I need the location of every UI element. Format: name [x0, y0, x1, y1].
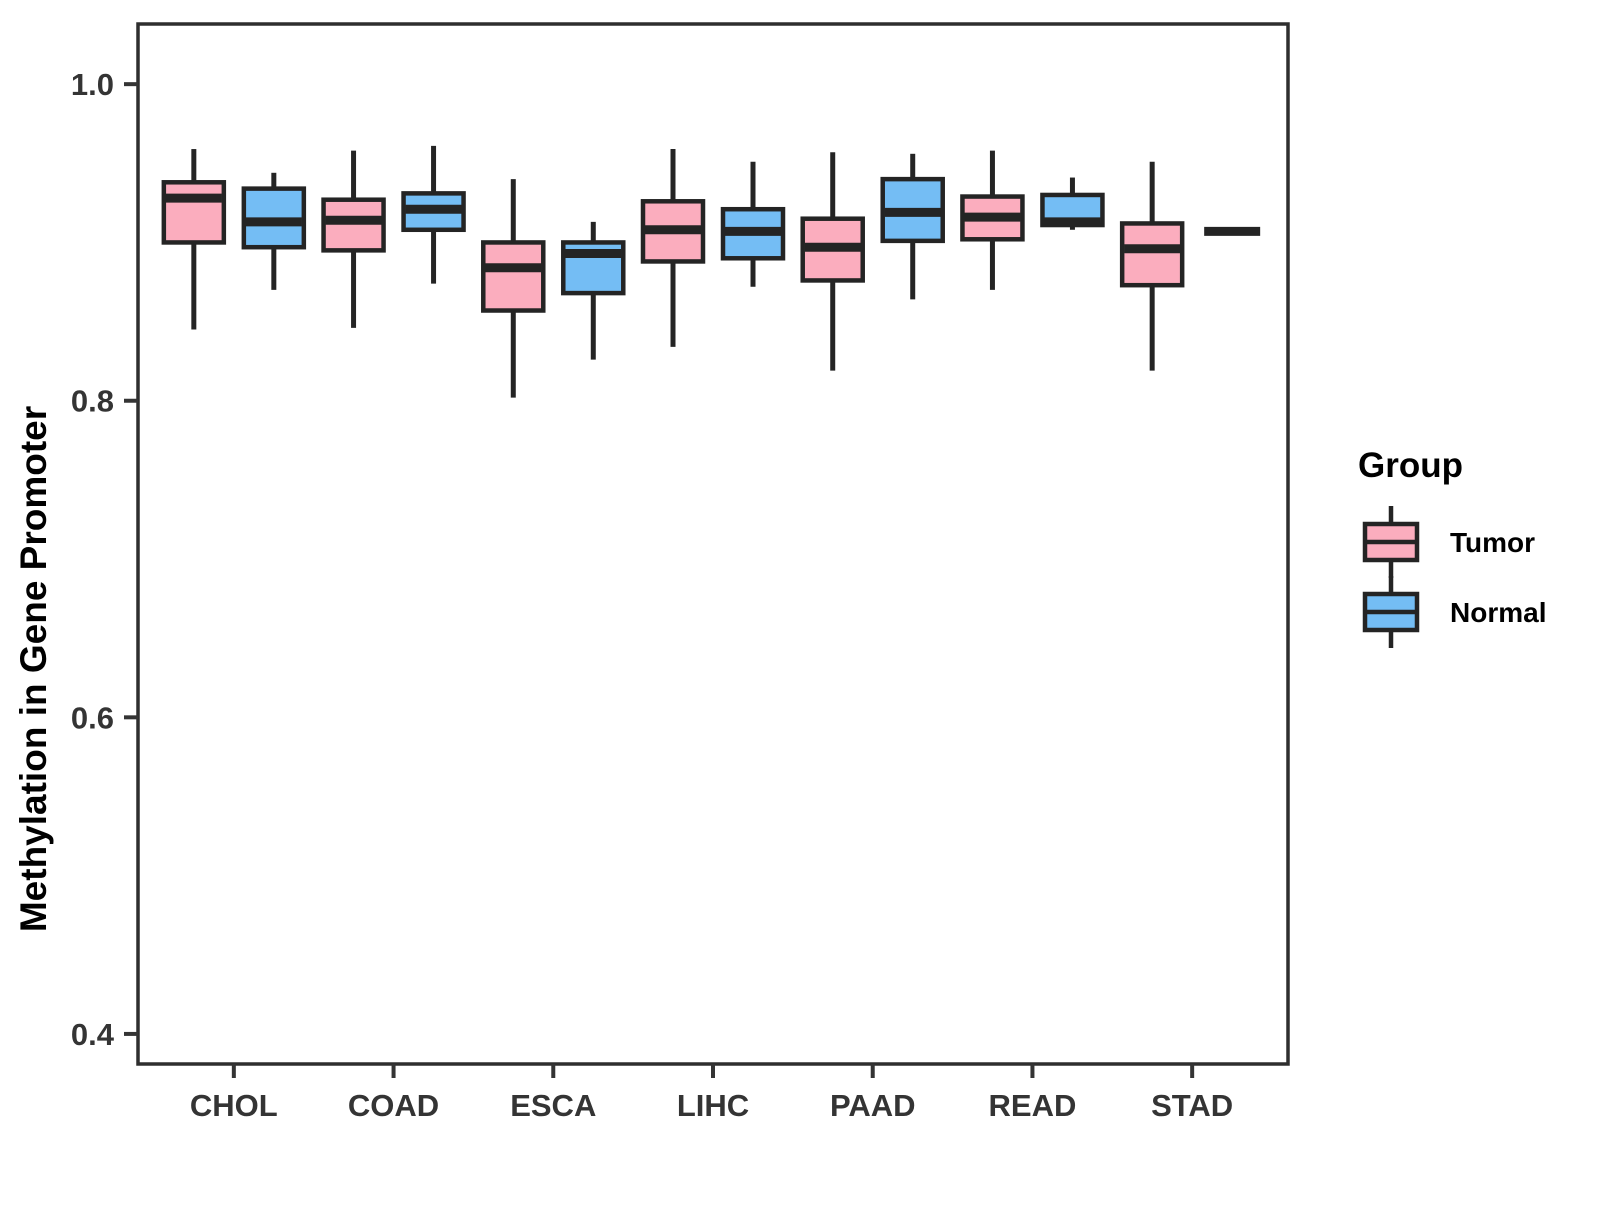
box-CHOL-Tumor	[161, 149, 227, 330]
x-tick-label: LIHC	[677, 1088, 749, 1123]
y-tick-label: 1.0	[71, 67, 114, 102]
legend-label-tumor: Tumor	[1450, 527, 1535, 558]
y-tick-label: 0.4	[71, 1017, 115, 1052]
box-ESCA-Tumor	[481, 179, 546, 398]
legend-keys	[1362, 506, 1420, 648]
boxplots	[161, 145, 1261, 398]
box-LIHC-Tumor	[640, 149, 706, 347]
box-PAAD-Normal	[880, 153, 945, 300]
box-READ-Normal	[1040, 177, 1105, 230]
y-tick-label: 0.8	[71, 384, 114, 419]
x-tick-label: ESCA	[510, 1088, 596, 1123]
x-tick-label: CHOL	[190, 1088, 278, 1123]
plot-panel-border	[136, 22, 1290, 1066]
iqr-box	[481, 240, 546, 313]
x-tick-label: READ	[989, 1088, 1077, 1123]
box-LIHC-Normal	[720, 161, 786, 287]
legend-label-normal: Normal	[1450, 597, 1546, 628]
y-axis: 1.0 0.8 0.6 0.4	[71, 67, 138, 1052]
iqr-box	[321, 197, 386, 253]
legend-key-tumor	[1362, 506, 1420, 578]
box-ESCA-Normal	[561, 221, 626, 360]
y-axis-title: Methylation in Gene Promoter	[13, 406, 54, 932]
iqr-box	[161, 180, 227, 245]
x-axis: CHOL COAD ESCA LIHC PAAD READ STAD	[190, 1064, 1233, 1123]
box-COAD-Tumor	[321, 150, 386, 328]
legend: Group Tumor Normal	[1358, 446, 1546, 648]
y-tick-label: 0.6	[71, 700, 114, 735]
x-tick-label: STAD	[1151, 1088, 1233, 1123]
iqr-box	[1119, 221, 1185, 288]
box-READ-Tumor	[960, 150, 1025, 290]
box-PAAD-Tumor	[800, 152, 865, 371]
box-COAD-Normal	[401, 145, 466, 284]
legend-title: Group	[1358, 446, 1463, 485]
x-tick-label: COAD	[348, 1088, 439, 1123]
box-CHOL-Normal	[241, 172, 307, 290]
x-tick-label: PAAD	[830, 1088, 916, 1123]
box-STAD-Tumor	[1119, 161, 1185, 371]
legend-key-normal	[1362, 576, 1420, 648]
